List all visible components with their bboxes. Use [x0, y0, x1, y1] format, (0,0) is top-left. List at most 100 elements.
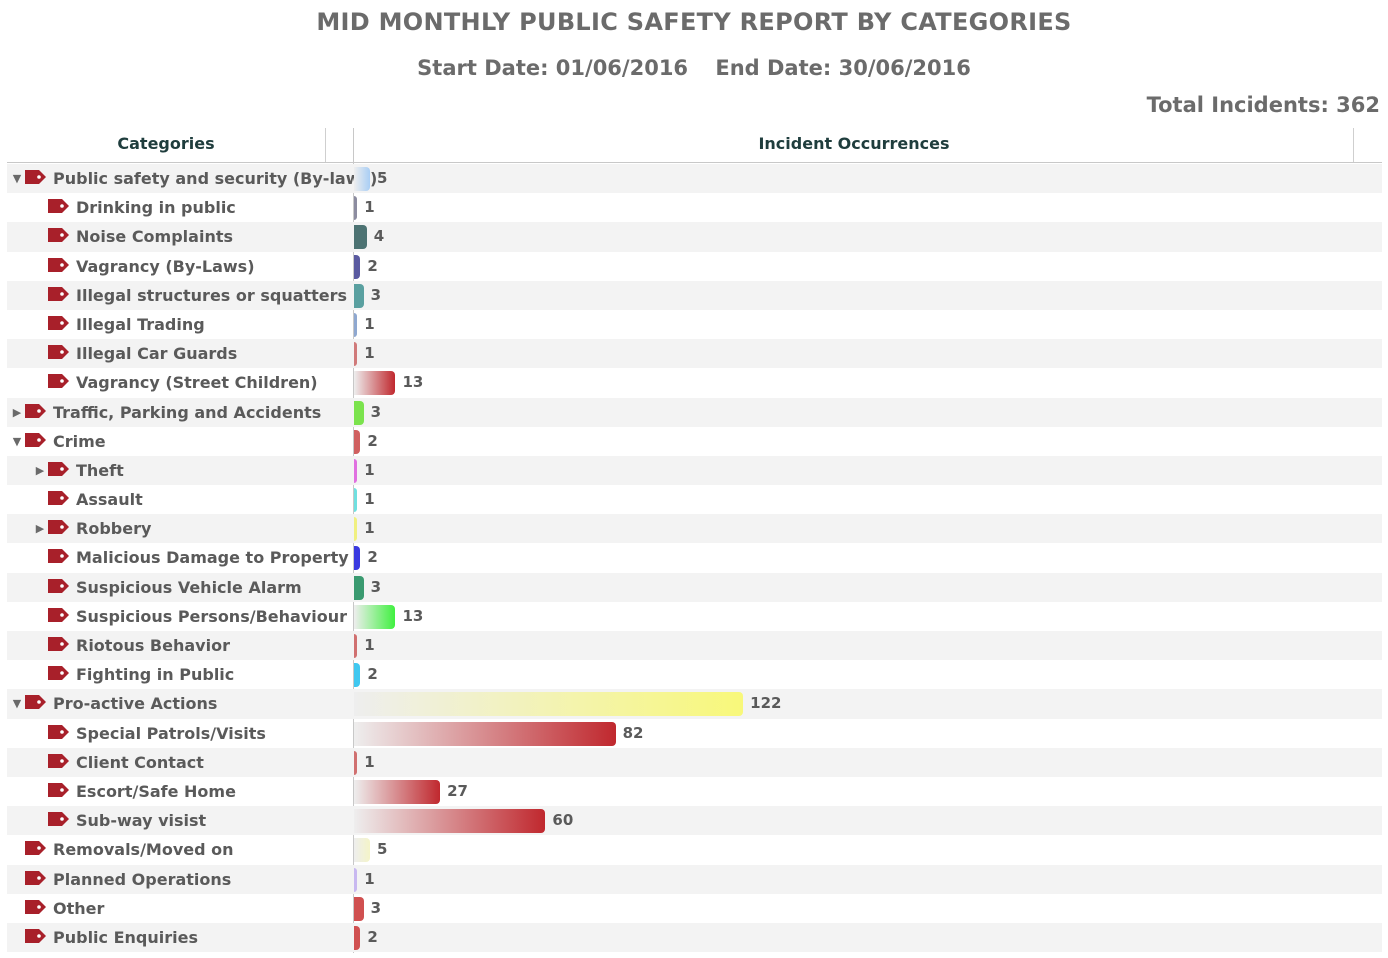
- tag-icon: [25, 432, 46, 447]
- expand-arrow-icon[interactable]: ▶: [35, 463, 45, 477]
- tag-icon: [48, 549, 69, 564]
- occurrence-bar[interactable]: [354, 400, 364, 425]
- category-label[interactable]: Noise Complaints: [76, 227, 233, 247]
- occurrence-bar[interactable]: [354, 196, 358, 221]
- occurrence-bar[interactable]: [354, 838, 370, 863]
- category-label[interactable]: Drinking in public: [76, 198, 236, 218]
- table-row[interactable]: Noise Complaints 4: [7, 222, 1382, 252]
- collapse-arrow-icon[interactable]: ▼: [12, 172, 22, 185]
- category-label[interactable]: Suspicious Persons/Behaviour: [76, 606, 347, 626]
- table-row[interactable]: Fighting in Public 2: [7, 660, 1382, 689]
- occurrence-bar[interactable]: [354, 604, 396, 629]
- categories-column-header[interactable]: Categories: [7, 128, 326, 162]
- occurrence-value: 2: [367, 548, 378, 567]
- category-label[interactable]: Public Enquiries: [53, 927, 198, 947]
- expand-arrow-icon[interactable]: ▶: [35, 522, 45, 536]
- occurrence-bar[interactable]: [354, 867, 358, 892]
- occurrence-bar[interactable]: [354, 342, 358, 367]
- occurrence-value: 5: [376, 840, 388, 859]
- occurrence-value: 1: [364, 869, 375, 888]
- category-label[interactable]: Illegal Trading: [76, 314, 205, 334]
- table-row[interactable]: Riotous Behavior 1: [7, 631, 1382, 661]
- occurrence-bar[interactable]: [354, 750, 358, 775]
- category-label[interactable]: Special Patrols/Visits: [76, 723, 266, 743]
- occurrence-bar[interactable]: [354, 225, 367, 250]
- occurrence-bar[interactable]: [354, 925, 361, 950]
- category-label[interactable]: Pro-active Actions: [53, 694, 218, 714]
- occurrence-value: 82: [622, 723, 644, 742]
- category-label[interactable]: Robbery: [76, 519, 152, 539]
- occurrence-bar[interactable]: [354, 312, 358, 337]
- table-row[interactable]: Vagrancy (By-Laws) 2: [7, 252, 1382, 281]
- occurrence-bar[interactable]: [354, 663, 361, 688]
- occurrence-bar[interactable]: [354, 167, 370, 191]
- table-row[interactable]: Other 3: [7, 894, 1382, 923]
- table-row[interactable]: Planned Operations 1: [7, 864, 1382, 894]
- table-row[interactable]: ▶ Theft 1: [7, 455, 1382, 486]
- table-row[interactable]: ▶ Traffic, Parking and Accidents 3: [7, 397, 1382, 427]
- occurrence-bar[interactable]: [354, 809, 546, 834]
- collapse-arrow-icon[interactable]: ▼: [12, 434, 22, 448]
- occurrences-column-header[interactable]: Incident Occurrences: [355, 128, 1354, 162]
- category-label[interactable]: Escort/Safe Home: [76, 781, 236, 801]
- category-label[interactable]: Assault: [76, 490, 143, 510]
- table-row[interactable]: Malicious Damage to Property 2: [7, 543, 1382, 572]
- table-row[interactable]: ▶ Robbery 1: [7, 514, 1382, 544]
- table-row[interactable]: Assault 1: [7, 485, 1382, 514]
- category-label[interactable]: Other: [53, 898, 105, 918]
- tag-icon: [48, 315, 69, 330]
- category-label[interactable]: Riotous Behavior: [76, 636, 230, 655]
- occurrence-bar[interactable]: [354, 634, 358, 658]
- occurrence-bar[interactable]: [354, 458, 358, 483]
- occurrence-value: 2: [367, 927, 378, 946]
- table-row[interactable]: Illegal Trading 1: [7, 310, 1382, 339]
- category-label[interactable]: Vagrancy (Street Children): [76, 373, 318, 393]
- table-row[interactable]: Removals/Moved on 5: [7, 835, 1382, 864]
- category-label[interactable]: Vagrancy (By-Laws): [76, 256, 255, 276]
- table-row[interactable]: Client Contact 1: [7, 747, 1382, 777]
- category-label[interactable]: Sub-way visist: [76, 811, 207, 831]
- occurrence-bar[interactable]: [354, 488, 358, 513]
- occurrence-bar[interactable]: [354, 517, 358, 542]
- category-label[interactable]: Suspicious Vehicle Alarm: [76, 577, 302, 597]
- category-label[interactable]: Public safety and security (By-laws): [53, 169, 378, 188]
- category-label[interactable]: Illegal structures or squatters: [76, 285, 348, 305]
- category-label[interactable]: Malicious Damage to Property: [76, 548, 349, 568]
- category-label[interactable]: Removals/Moved on: [53, 840, 234, 860]
- collapse-arrow-icon[interactable]: ▼: [12, 697, 22, 711]
- category-label[interactable]: Theft: [76, 460, 124, 480]
- table-row[interactable]: ▼ Crime 2: [7, 427, 1382, 456]
- occurrence-bar[interactable]: [354, 896, 364, 921]
- tag-icon: [48, 461, 69, 476]
- occurrence-bar[interactable]: [354, 371, 396, 396]
- occurrence-bar[interactable]: [354, 429, 361, 454]
- category-label[interactable]: Traffic, Parking and Accidents: [53, 402, 322, 422]
- occurrence-bar[interactable]: [354, 721, 616, 746]
- table-row[interactable]: Drinking in public 1: [7, 193, 1382, 222]
- category-label[interactable]: Crime: [53, 431, 106, 451]
- tag-icon: [48, 666, 69, 681]
- table-row[interactable]: Illegal Car Guards 1: [7, 339, 1382, 369]
- table-row[interactable]: Sub-way visist 60: [7, 806, 1382, 836]
- category-label[interactable]: Client Contact: [76, 752, 204, 772]
- table-row[interactable]: Escort/Safe Home 27: [7, 777, 1382, 806]
- occurrence-bar[interactable]: [354, 575, 364, 600]
- occurrence-bar[interactable]: [354, 283, 364, 308]
- table-row[interactable]: ▼ Public safety and security (By-laws) 5: [7, 164, 1382, 194]
- table-row[interactable]: Public Enquiries 2: [7, 922, 1382, 953]
- table-row[interactable]: Suspicious Persons/Behaviour 13: [7, 602, 1382, 631]
- tag-icon: [25, 403, 46, 418]
- category-label[interactable]: Fighting in Public: [76, 665, 235, 685]
- table-row[interactable]: Special Patrols/Visits 82: [7, 719, 1382, 748]
- occurrence-bar[interactable]: [354, 692, 744, 717]
- table-row[interactable]: ▼ Pro-active Actions 122: [7, 689, 1382, 719]
- category-label[interactable]: Illegal Car Guards: [76, 344, 238, 364]
- occurrence-bar[interactable]: [354, 254, 361, 279]
- occurrence-bar[interactable]: [354, 546, 361, 571]
- table-row[interactable]: Vagrancy (Street Children) 13: [7, 368, 1382, 397]
- category-label[interactable]: Planned Operations: [53, 869, 232, 889]
- occurrence-bar[interactable]: [354, 779, 441, 804]
- table-row[interactable]: Suspicious Vehicle Alarm 3: [7, 572, 1382, 602]
- expand-arrow-icon[interactable]: ▶: [12, 405, 22, 419]
- table-row[interactable]: Illegal structures or squatters 3: [7, 280, 1382, 310]
